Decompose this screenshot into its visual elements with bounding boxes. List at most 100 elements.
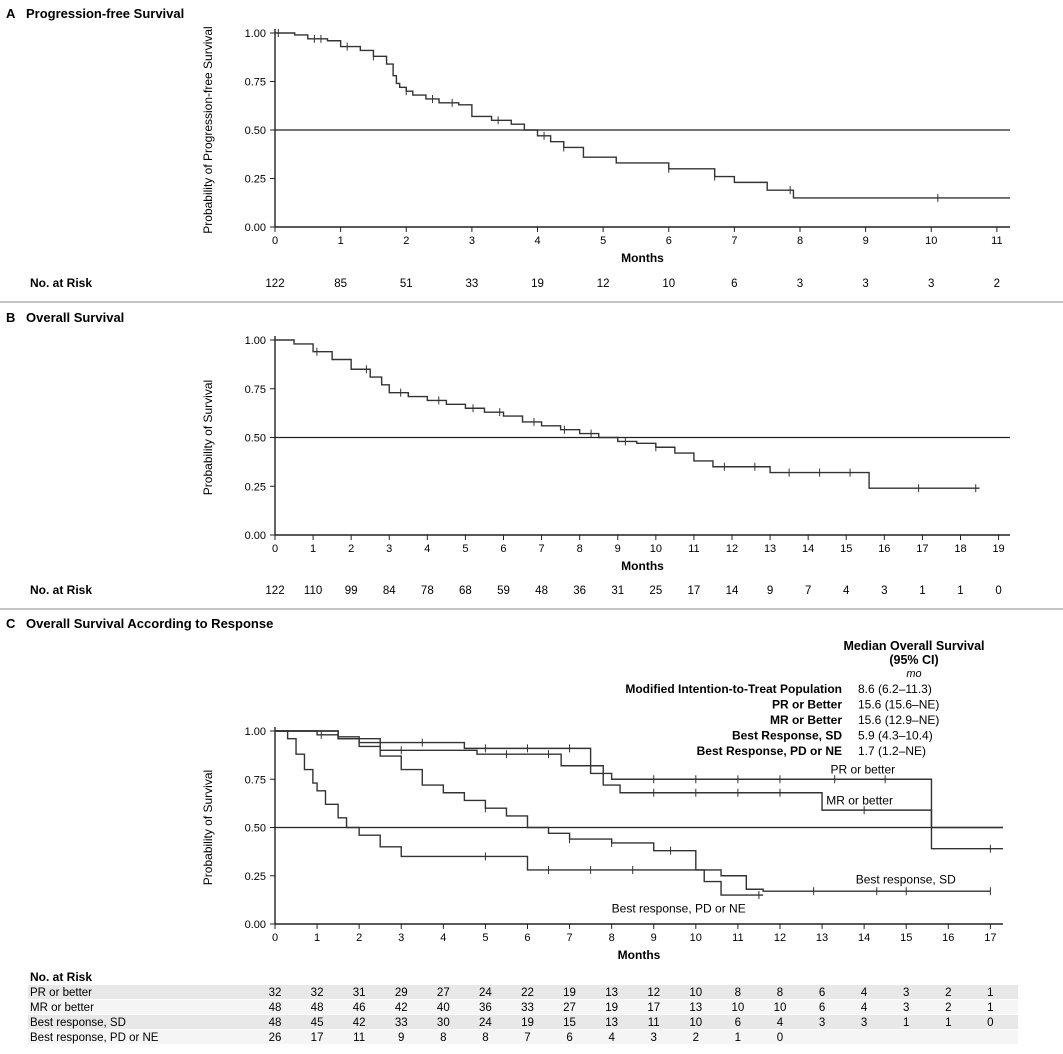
median-row-label: PR or Better [772, 698, 842, 712]
x-tick-label: 5 [600, 235, 606, 247]
risk-count: 12 [647, 987, 660, 999]
risk-count: 2 [994, 278, 1000, 290]
risk-count: 17 [647, 1002, 660, 1014]
y-tick-label: 1.00 [245, 726, 266, 738]
risk-count: 6 [566, 1032, 572, 1044]
risk-count: 13 [605, 1017, 618, 1029]
risk-count: 4 [861, 987, 868, 999]
median-header: Median Overall Survival [843, 639, 984, 653]
risk-row-band [28, 1030, 1018, 1044]
risk-count: 4 [608, 1032, 615, 1044]
y-tick-label: 0.00 [245, 530, 266, 542]
risk-count: 2 [945, 1002, 951, 1014]
y-tick-label: 0.25 [245, 871, 266, 883]
risk-count: 110 [304, 585, 322, 597]
y-tick-label: 0.50 [245, 823, 266, 835]
risk-count: 31 [353, 987, 366, 999]
y-axis-label: Probability of Survival [201, 770, 215, 885]
y-tick-label: 1.00 [245, 28, 266, 40]
risk-count: 17 [688, 585, 701, 597]
risk-count: 46 [353, 1002, 366, 1014]
risk-count: 9 [767, 585, 773, 597]
risk-count: 1 [735, 1032, 741, 1044]
x-tick-label: 2 [348, 543, 354, 555]
x-tick-label: 8 [577, 543, 583, 555]
x-tick-label: 1 [338, 235, 344, 247]
risk-count: 8 [482, 1032, 488, 1044]
x-tick-label: 3 [398, 932, 404, 944]
risk-count: 48 [535, 585, 548, 597]
x-tick-label: 16 [942, 932, 954, 944]
x-axis-label: Months [621, 559, 664, 573]
risk-count: 27 [563, 1002, 576, 1014]
median-row-value: 15.6 (15.6–NE) [858, 698, 939, 712]
risk-row-label: Best response, PD or NE [30, 1032, 159, 1044]
risk-row-band [28, 1015, 1018, 1029]
risk-count: 14 [726, 585, 739, 597]
panel-c: C Overall Survival According to Response 0… [6, 616, 1018, 1044]
risk-count: 3 [651, 1032, 657, 1044]
x-tick-label: 9 [615, 543, 621, 555]
y-tick-label: 0.25 [245, 481, 266, 493]
risk-count: 11 [648, 1017, 660, 1029]
x-tick-label: 6 [666, 235, 672, 247]
risk-count: 122 [265, 585, 284, 597]
y-tick-label: 0.00 [245, 919, 266, 931]
risk-count: 33 [395, 1017, 408, 1029]
risk-count: 25 [649, 585, 662, 597]
x-tick-label: 4 [440, 932, 446, 944]
risk-count: 24 [479, 1017, 492, 1029]
risk-count: 4 [777, 1017, 784, 1029]
risk-count: 84 [383, 585, 396, 597]
risk-count: 7 [805, 585, 811, 597]
x-tick-label: 13 [764, 543, 776, 555]
risk-count: 3 [903, 987, 909, 999]
risk-count: 10 [689, 1017, 702, 1029]
risk-count: 48 [311, 1002, 324, 1014]
survival-curve-1 [275, 32, 1010, 199]
risk-count: 10 [731, 1002, 744, 1014]
x-tick-label: 12 [726, 543, 738, 555]
risk-count: 7 [524, 1032, 530, 1044]
risk-count: 1 [919, 585, 925, 597]
risk-count: 3 [881, 585, 887, 597]
risk-heading: No. at Risk [30, 970, 92, 984]
risk-count: 22 [521, 987, 534, 999]
risk-count: 9 [398, 1032, 404, 1044]
x-tick-label: 4 [424, 543, 430, 555]
risk-count: 99 [345, 585, 358, 597]
panel-letter: C [6, 616, 16, 631]
risk-count: 0 [777, 1032, 783, 1044]
x-tick-label: 4 [534, 235, 540, 247]
x-tick-label: 9 [651, 932, 657, 944]
x-tick-label: 18 [954, 543, 966, 555]
risk-count: 78 [421, 585, 434, 597]
risk-count: 33 [465, 278, 478, 290]
median-row-value: 15.6 (12.9–NE) [858, 713, 939, 727]
median-row-value: 5.9 (4.3–10.4) [858, 729, 933, 743]
panel-title: Overall Survival [26, 310, 124, 325]
risk-count: 3 [861, 1017, 867, 1029]
curve-label: Best response, PD or NE [612, 901, 746, 915]
x-tick-label: 3 [386, 543, 392, 555]
y-tick-label: 0.50 [245, 433, 266, 445]
risk-count: 32 [269, 987, 282, 999]
risk-count: 15 [563, 1017, 576, 1029]
risk-count: 30 [437, 1017, 450, 1029]
risk-count: 2 [693, 1032, 699, 1044]
panel-title: Progression-free Survival [26, 6, 184, 21]
survival-curve-4 [275, 730, 764, 896]
y-tick-label: 0.75 [245, 774, 266, 786]
x-tick-label: 11 [688, 543, 699, 555]
risk-count: 19 [531, 278, 544, 290]
median-row-label: Best Response, PD or NE [697, 744, 842, 758]
x-tick-label: 17 [916, 543, 928, 555]
risk-count: 36 [573, 585, 586, 597]
panel-a: A Progression-free Survival 0.00 0.25 0.50 0.… [6, 6, 1010, 290]
y-tick-label: 0.75 [245, 77, 266, 89]
x-tick-label: 1 [310, 543, 316, 555]
survival-curve-1 [275, 339, 980, 489]
y-axis-label: Probability of Progression-free Survival [201, 26, 215, 233]
